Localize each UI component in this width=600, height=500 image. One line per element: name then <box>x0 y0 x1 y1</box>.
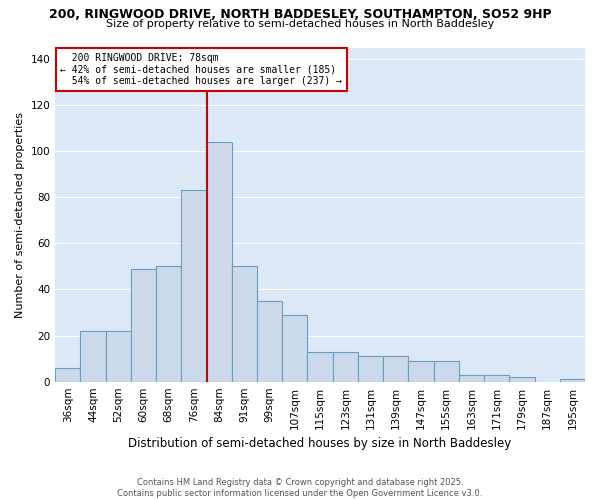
Bar <box>484 375 509 382</box>
Bar <box>55 368 80 382</box>
Bar <box>232 266 257 382</box>
Bar <box>282 315 307 382</box>
Text: 200, RINGWOOD DRIVE, NORTH BADDESLEY, SOUTHAMPTON, SO52 9HP: 200, RINGWOOD DRIVE, NORTH BADDESLEY, SO… <box>49 8 551 20</box>
Y-axis label: Number of semi-detached properties: Number of semi-detached properties <box>15 112 25 318</box>
Bar <box>560 380 585 382</box>
Text: Size of property relative to semi-detached houses in North Baddesley: Size of property relative to semi-detach… <box>106 19 494 29</box>
Text: Contains HM Land Registry data © Crown copyright and database right 2025.
Contai: Contains HM Land Registry data © Crown c… <box>118 478 482 498</box>
Bar <box>257 301 282 382</box>
Bar <box>106 331 131 382</box>
Bar <box>509 377 535 382</box>
Bar <box>434 361 459 382</box>
Bar <box>156 266 181 382</box>
Bar <box>307 352 332 382</box>
Bar <box>131 269 156 382</box>
Bar <box>206 142 232 382</box>
Bar <box>383 356 409 382</box>
Bar <box>80 331 106 382</box>
Text: 200 RINGWOOD DRIVE: 78sqm
← 42% of semi-detached houses are smaller (185)
  54% : 200 RINGWOOD DRIVE: 78sqm ← 42% of semi-… <box>61 52 343 86</box>
Bar <box>332 352 358 382</box>
X-axis label: Distribution of semi-detached houses by size in North Baddesley: Distribution of semi-detached houses by … <box>128 437 512 450</box>
Bar <box>181 190 206 382</box>
Bar <box>358 356 383 382</box>
Bar <box>459 375 484 382</box>
Bar <box>409 361 434 382</box>
